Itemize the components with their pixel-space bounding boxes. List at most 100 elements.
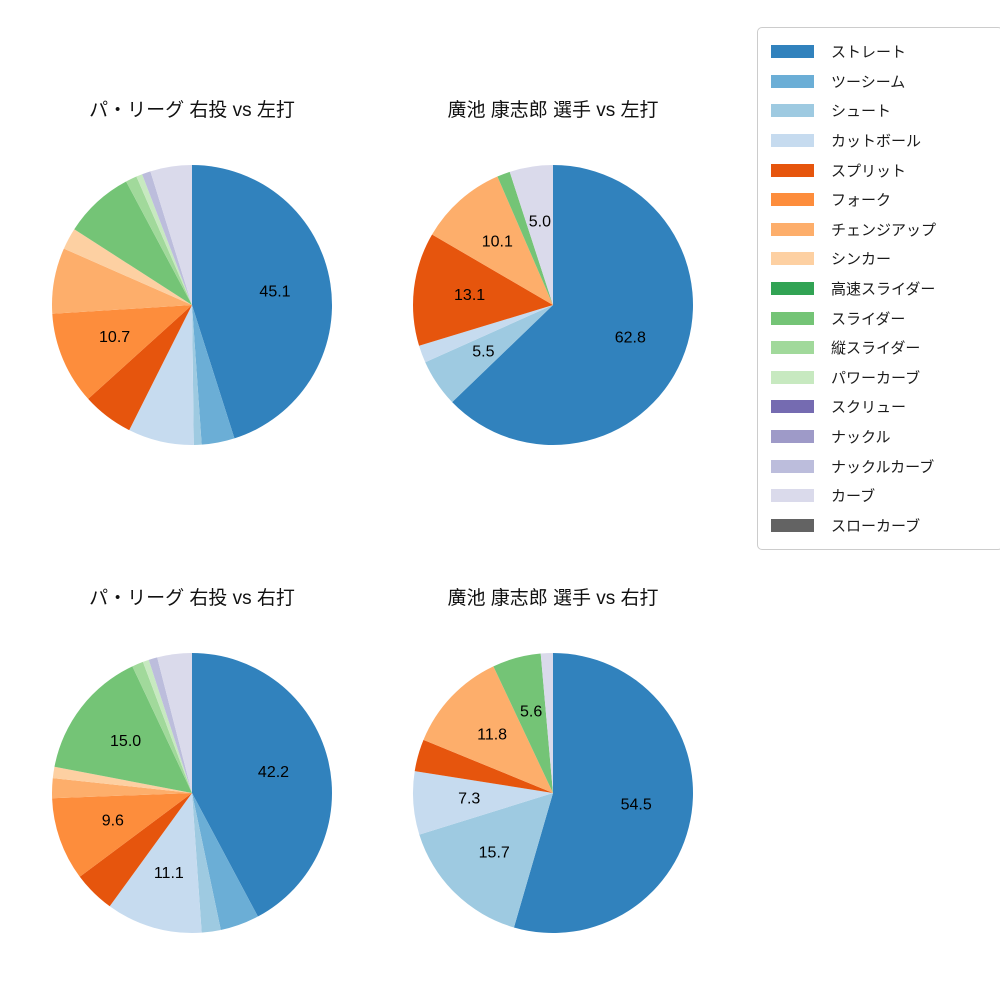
legend-swatch xyxy=(771,311,814,325)
legend-swatch xyxy=(771,45,814,59)
chart-title: パ・リーグ 右投 vs 左打 xyxy=(89,100,295,121)
legend-item: チェンジアップ xyxy=(771,215,1000,245)
legend-item: パワーカーブ xyxy=(771,363,1000,393)
legend-item-label: ナックルカーブ xyxy=(831,458,935,476)
pie-slice xyxy=(540,653,553,793)
legend-item-label: 高速スライダー xyxy=(831,281,936,299)
pie-slice xyxy=(74,181,192,305)
pie-slice-value-label: 5.0 xyxy=(529,214,551,231)
legend-swatch xyxy=(771,104,814,118)
legend-item-label: シュート xyxy=(831,103,892,121)
pie-slice xyxy=(452,165,694,446)
legend-item-label: チェンジアップ xyxy=(831,221,937,239)
chart-player-vs-left: 廣池 康志郎 選手 vs 左打 62.8 5.5 13.1 10.1 5.0 xyxy=(403,96,703,455)
legend-item-label: シンカー xyxy=(831,251,892,269)
pie-slice xyxy=(509,165,553,305)
pie-slice xyxy=(52,248,192,314)
legend-swatch xyxy=(771,341,814,355)
pie-slice-value-label: 45.1 xyxy=(259,284,290,301)
legend-swatch xyxy=(771,459,814,473)
pitch-type-legend: ストレートツーシームシュートカットボール スプリットフォークチェンジアップ シンカー… xyxy=(757,27,1000,551)
pie-slice xyxy=(192,793,221,933)
legend-item-label: ストレート xyxy=(831,44,907,62)
legend-swatch xyxy=(771,489,814,503)
pie-slice xyxy=(192,305,235,445)
legend-item: フォーク xyxy=(771,185,1000,215)
chart-league-vs-right: パ・リーグ 右投 vs 右打 42.2 11.1 9.6 15.0 xyxy=(42,584,342,943)
pie-slice xyxy=(493,653,553,793)
pie-slice xyxy=(157,653,192,793)
pie-chart: 62.8 5.5 13.1 10.1 5.0 xyxy=(412,165,694,446)
pie-slice-value-label: 5.5 xyxy=(472,344,494,361)
pie-slice-value-label: 15.0 xyxy=(110,733,141,750)
legend-item-label: フォーク xyxy=(831,192,892,210)
legend-swatch xyxy=(771,518,814,532)
legend-swatch xyxy=(771,222,814,236)
legend-item-label: 縦スライダー xyxy=(831,340,921,358)
pie-slice xyxy=(129,305,194,446)
legend-swatch xyxy=(771,74,814,88)
pie-slice-value-label: 7.3 xyxy=(458,791,480,808)
legend-item: カットボール xyxy=(771,126,1000,156)
legend-swatch xyxy=(771,163,814,177)
pie-slice xyxy=(414,739,553,793)
legend-swatch xyxy=(771,282,814,296)
legend-item: シンカー xyxy=(771,244,1000,274)
pie-slice xyxy=(88,305,192,431)
chart-player-vs-right: 廣池 康志郎 選手 vs 右打 54.5 15.7 7.3 11.8 5.6 xyxy=(403,584,703,943)
pie-slice-value-label: 5.6 xyxy=(520,703,542,720)
legend-item: 高速スライダー xyxy=(771,274,1000,304)
legend-item: カーブ xyxy=(771,481,1000,511)
pie-slice xyxy=(109,793,202,934)
legend-swatch xyxy=(771,370,814,384)
chart-title: 廣池 康志郎 選手 vs 左打 xyxy=(447,100,659,121)
pie-slice xyxy=(52,766,192,793)
pie-slice xyxy=(79,793,192,907)
legend-item: 縦スライダー xyxy=(771,333,1000,363)
legend-item-label: カットボール xyxy=(831,133,922,151)
legend-item-label: スローカーブ xyxy=(831,517,921,535)
pie-slice-value-label: 62.8 xyxy=(615,329,646,346)
legend-item-label: スライダー xyxy=(831,310,906,328)
pie-slice xyxy=(132,661,192,793)
pie-slice xyxy=(63,229,192,305)
pie-slice xyxy=(126,176,192,305)
legend-item: シュート xyxy=(771,96,1000,126)
pie-slice xyxy=(52,793,192,877)
pie-slice xyxy=(192,165,333,439)
legend-item: スクリュー xyxy=(771,392,1000,422)
pie-slice xyxy=(412,234,553,346)
pie-slice-value-label: 54.5 xyxy=(621,796,652,813)
legend-item: ストレート xyxy=(771,37,1000,67)
pie-slice xyxy=(54,666,192,793)
legend-swatch xyxy=(771,134,814,148)
chart-title: パ・リーグ 右投 vs 右打 xyxy=(89,588,295,609)
pie-slice xyxy=(513,653,694,933)
pie-chart: 45.1 10.7 xyxy=(52,165,333,446)
pie-slice xyxy=(52,305,192,399)
pie-slice-value-label: 10.1 xyxy=(482,234,513,251)
pie-slice xyxy=(192,793,258,930)
pie-slice-value-label: 11.8 xyxy=(477,727,507,744)
legend-item-label: カーブ xyxy=(831,488,876,506)
pie-slice xyxy=(192,653,332,917)
legend-item-label: スプリット xyxy=(831,162,907,180)
pie-slice xyxy=(432,176,553,305)
legend-item-label: ツーシーム xyxy=(831,73,906,91)
legend-swatch xyxy=(771,430,814,444)
legend-item: ツーシーム xyxy=(771,67,1000,97)
pie-slice-value-label: 42.2 xyxy=(258,764,289,781)
pie-slice-value-label: 9.6 xyxy=(102,813,124,830)
legend-swatch xyxy=(771,193,814,207)
pie-slice xyxy=(419,793,553,928)
pie-slice xyxy=(52,778,192,799)
pie-slice xyxy=(150,165,192,305)
pie-slice xyxy=(497,171,553,305)
legend-item-label: ナックル xyxy=(831,429,891,447)
legend-swatch xyxy=(771,400,814,414)
legend-swatch xyxy=(771,252,814,266)
legend-item: ナックルカーブ xyxy=(771,451,1000,481)
pie-slice xyxy=(142,659,192,793)
pie-slice xyxy=(136,174,192,305)
